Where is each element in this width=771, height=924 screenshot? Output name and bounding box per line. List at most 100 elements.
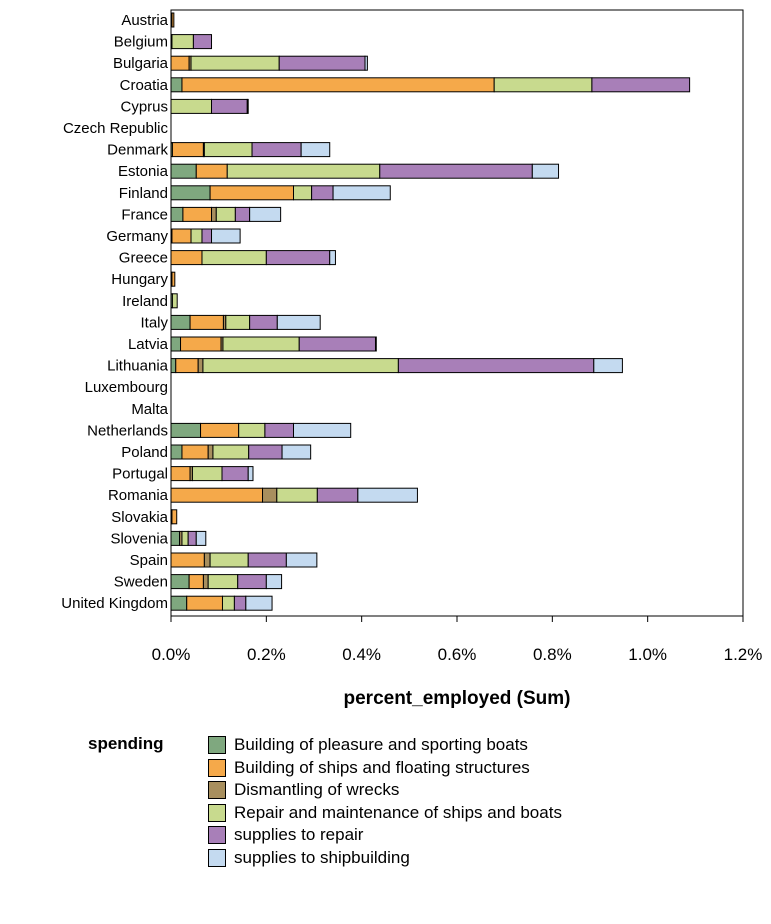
bar-segment bbox=[209, 552, 249, 568]
bar-segment bbox=[247, 552, 287, 568]
x-axis-title: percent_employed (Sum) bbox=[344, 688, 571, 709]
bar-segment bbox=[281, 444, 312, 460]
bar-segment bbox=[249, 206, 282, 222]
bar-segment bbox=[329, 250, 336, 266]
bar-segment bbox=[265, 250, 331, 266]
bar-segment bbox=[248, 444, 283, 460]
legend-title: spending bbox=[88, 734, 164, 753]
y-tick-label: Denmark bbox=[107, 142, 168, 159]
bar-segment bbox=[246, 98, 249, 114]
y-tick-label: Luxembourg bbox=[85, 379, 168, 396]
bar-segment bbox=[364, 55, 368, 71]
bar-segment bbox=[170, 466, 191, 482]
bar-segment bbox=[276, 487, 318, 503]
bar-segment bbox=[203, 552, 211, 568]
bar-segment bbox=[211, 206, 217, 222]
bar-segment bbox=[209, 185, 295, 201]
bar-segment bbox=[195, 530, 207, 546]
bar-segment bbox=[171, 12, 175, 28]
bar-segment bbox=[190, 228, 203, 244]
bar-segment bbox=[170, 358, 177, 374]
bar-segment bbox=[175, 358, 199, 374]
bar-segment bbox=[171, 293, 178, 309]
x-tick-label: 0.2% bbox=[247, 645, 286, 664]
bar-segment bbox=[189, 314, 224, 330]
legend-label: supplies to repair bbox=[234, 825, 364, 844]
bar-segment bbox=[170, 336, 182, 352]
y-tick-label: Estonia bbox=[118, 163, 169, 180]
y-tick-label: Slovenia bbox=[110, 530, 168, 547]
bar-segment bbox=[397, 358, 595, 374]
bar-segment bbox=[300, 142, 331, 158]
bar-segment bbox=[202, 358, 399, 374]
legend-swatch bbox=[208, 736, 226, 754]
bar-segment bbox=[200, 422, 240, 438]
y-tick-label: Germany bbox=[106, 228, 168, 245]
bar-segment bbox=[276, 314, 321, 330]
legend-swatch bbox=[208, 781, 226, 799]
y-tick-label: Poland bbox=[121, 444, 168, 461]
bar-segment bbox=[190, 55, 280, 71]
bar-segment bbox=[293, 185, 313, 201]
bar-segment bbox=[311, 185, 334, 201]
bar-segment bbox=[265, 574, 283, 590]
bar-segment bbox=[222, 336, 300, 352]
bar-segment bbox=[221, 595, 235, 611]
bar-segment bbox=[262, 487, 278, 503]
bar-segment bbox=[192, 34, 213, 50]
y-tick-label: Slovakia bbox=[111, 509, 168, 526]
bar-segment bbox=[379, 163, 533, 179]
bar-segment bbox=[264, 422, 295, 438]
bar-segment bbox=[170, 595, 188, 611]
legend-label: Dismantling of wrecks bbox=[234, 780, 400, 799]
y-tick-label: United Kingdom bbox=[61, 595, 168, 612]
x-tick-label: 0.6% bbox=[438, 645, 477, 664]
bar-segment bbox=[170, 530, 181, 546]
bar-segment bbox=[234, 206, 251, 222]
bar-segment bbox=[170, 552, 205, 568]
bar-segment bbox=[238, 422, 266, 438]
y-tick-label: Romania bbox=[108, 487, 169, 504]
bar-segment bbox=[251, 142, 302, 158]
y-tick-label: Malta bbox=[131, 401, 168, 418]
bar-segment bbox=[181, 530, 189, 546]
bar-segment bbox=[293, 422, 352, 438]
plot-frame bbox=[170, 9, 744, 617]
y-tick-label: Czech Republic bbox=[63, 120, 169, 137]
bar-segment bbox=[187, 530, 197, 546]
bar-segment bbox=[170, 185, 211, 201]
bar-segment bbox=[245, 595, 273, 611]
bar-segment bbox=[493, 77, 593, 93]
bar-segment bbox=[171, 142, 204, 158]
y-tick-label: Lithuania bbox=[107, 358, 169, 375]
y-tick-label: Bulgaria bbox=[113, 55, 169, 72]
bar-segment bbox=[201, 250, 267, 266]
bar-segment bbox=[226, 163, 381, 179]
bar-segment bbox=[591, 77, 691, 93]
bar-segment bbox=[332, 185, 391, 201]
bar-segment bbox=[170, 55, 190, 71]
bar-segment bbox=[195, 163, 228, 179]
bar-segment bbox=[249, 314, 278, 330]
x-tick-label: 1.0% bbox=[628, 645, 667, 664]
bar-segment bbox=[170, 444, 183, 460]
bar-segment bbox=[207, 574, 239, 590]
y-tick-label: France bbox=[121, 206, 168, 223]
y-tick-label: Cyprus bbox=[120, 98, 168, 115]
y-tick-label: Latvia bbox=[128, 336, 169, 353]
bar-segment bbox=[170, 206, 184, 222]
y-tick-label: Netherlands bbox=[87, 422, 168, 439]
x-tick-label: 0.0% bbox=[152, 645, 191, 664]
x-tick-label: 0.8% bbox=[533, 645, 572, 664]
bar-segment bbox=[225, 314, 251, 330]
y-tick-label: Portugal bbox=[112, 466, 168, 483]
bar-segment bbox=[247, 466, 254, 482]
bar-segment bbox=[357, 487, 418, 503]
bar-segment bbox=[170, 487, 264, 503]
legend-label: Repair and maintenance of ships and boat… bbox=[234, 802, 562, 822]
bar-segment bbox=[211, 98, 248, 114]
bar-segment bbox=[278, 55, 366, 71]
y-tick-label: Spain bbox=[130, 552, 168, 569]
